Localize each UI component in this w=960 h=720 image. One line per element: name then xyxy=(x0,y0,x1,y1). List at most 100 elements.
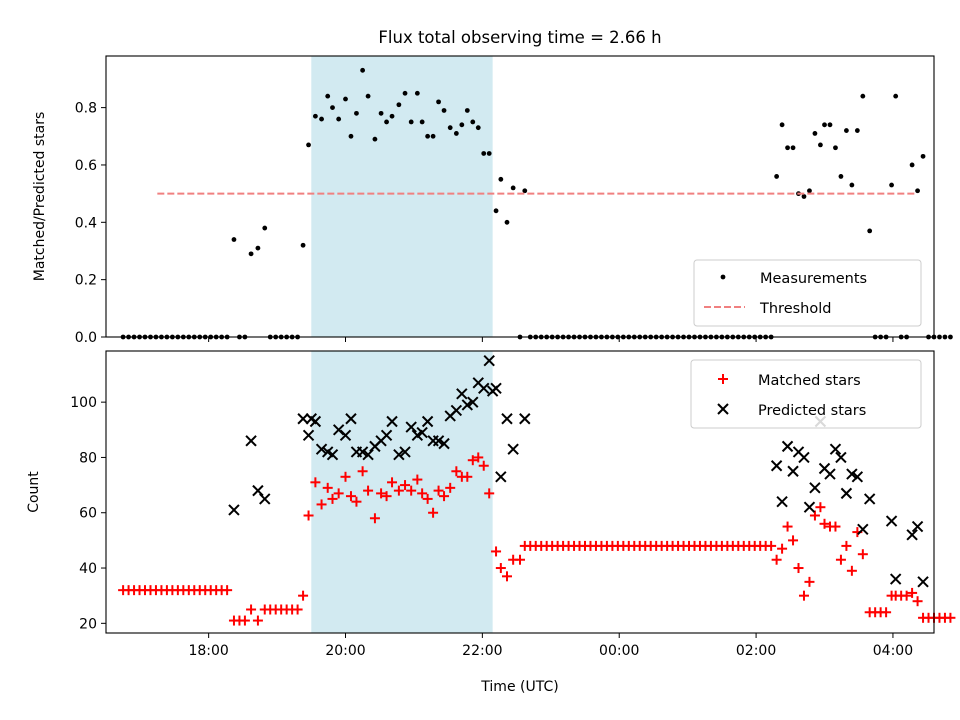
measurement-point xyxy=(447,125,453,131)
matched-point xyxy=(788,535,799,546)
matched-point xyxy=(400,480,411,491)
measurement-point xyxy=(510,185,516,191)
measurement-point xyxy=(430,133,436,139)
matched-point xyxy=(222,585,233,596)
legend-predicted-label: Predicted stars xyxy=(758,403,866,419)
matched-point xyxy=(809,510,820,521)
matched-point xyxy=(412,474,423,485)
matched-point xyxy=(798,590,809,601)
predicted-point xyxy=(421,415,434,428)
measurement-point xyxy=(231,237,237,242)
measurement-point xyxy=(498,176,504,182)
figure-title: Flux total observing time = 2.66 h xyxy=(378,28,661,47)
measurement-point xyxy=(860,93,866,99)
count-plot-frame xyxy=(105,350,935,634)
measurement-point xyxy=(436,99,441,105)
predicted-point xyxy=(380,429,393,442)
matched-point xyxy=(351,496,362,507)
predicted-point xyxy=(776,495,788,508)
ratio-plot-frame xyxy=(105,55,935,338)
predicted-point xyxy=(906,529,918,541)
predicted-point xyxy=(302,429,315,442)
predicted-point xyxy=(501,413,513,425)
ratio-y-ticks: 0.0 0.2 0.4 0.6 0.8 xyxy=(75,101,106,346)
measurement-point xyxy=(360,67,366,73)
matched-point xyxy=(239,615,250,626)
predicted-point xyxy=(840,487,853,500)
matched-point xyxy=(819,518,830,529)
measurement-point xyxy=(348,133,354,139)
count-panel: 20 40 60 80 100 18:00 20:00 22:00 00:00 02:00 04:… xyxy=(26,350,956,695)
predicted-point xyxy=(245,435,257,447)
measurement-point xyxy=(343,96,348,102)
matched-point xyxy=(793,563,804,574)
measurement-point xyxy=(262,225,268,231)
y-tick-label: 0.8 xyxy=(75,101,97,117)
legend-measurements-marker xyxy=(720,274,726,280)
legend-matched-marker xyxy=(718,374,728,384)
measurement-point xyxy=(909,162,915,168)
predicted-point xyxy=(356,446,369,458)
predicted-point xyxy=(432,435,445,447)
measurement-point xyxy=(306,142,311,148)
matched-point xyxy=(417,488,428,499)
measurement-point xyxy=(822,122,827,128)
matched-point xyxy=(467,455,478,466)
matched-point xyxy=(333,488,344,499)
measurement-point xyxy=(389,113,395,119)
predicted-point xyxy=(483,354,495,367)
y-tick-label: 0.4 xyxy=(75,215,97,231)
matched-point xyxy=(445,482,456,493)
matched-point xyxy=(387,477,398,488)
measurement-point xyxy=(827,122,833,128)
matched-point xyxy=(310,477,321,488)
measurement-point xyxy=(378,110,384,116)
measurement-point xyxy=(319,116,324,122)
measurement-point xyxy=(801,194,807,199)
matched-point xyxy=(462,471,473,482)
matched-point xyxy=(316,499,327,510)
matched-point xyxy=(433,485,444,496)
measurement-point xyxy=(464,108,470,113)
predicted-point xyxy=(846,468,858,480)
matched-point xyxy=(766,540,777,551)
predicted-point xyxy=(467,396,479,408)
y-tick-label: 0.0 xyxy=(75,330,97,346)
measurement-point xyxy=(248,251,254,257)
predicted-point xyxy=(416,426,428,439)
predicted-point xyxy=(456,388,468,400)
ratio-legend: Measurements Threshold xyxy=(693,259,922,327)
count-x-ticks: 18:00 20:00 22:00 00:00 02:00 04:00 xyxy=(188,633,913,659)
predicted-point xyxy=(889,573,902,585)
predicted-point xyxy=(835,451,847,464)
ratio-x-ticks xyxy=(208,337,894,342)
predicted-point xyxy=(851,471,864,483)
matched-point xyxy=(501,571,512,582)
matched-point xyxy=(327,493,338,504)
predicted-point xyxy=(297,413,309,425)
y-tick-label: 40 xyxy=(79,561,97,577)
measurement-point xyxy=(255,245,261,251)
predicted-point xyxy=(770,460,783,472)
predicted-point xyxy=(345,413,357,425)
y-tick-label: 0.6 xyxy=(75,158,97,174)
legend-matched-label: Matched stars xyxy=(758,373,861,389)
matched-point xyxy=(340,471,351,482)
matched-point xyxy=(252,615,263,626)
predicted-point xyxy=(781,440,794,453)
matched-point xyxy=(357,466,368,477)
measurement-point xyxy=(942,334,948,340)
measurement-point xyxy=(312,113,318,119)
matched-point xyxy=(907,587,918,598)
matched-point xyxy=(515,554,525,565)
measurement-point xyxy=(396,102,402,108)
matched-point xyxy=(363,485,374,496)
measurement-point xyxy=(300,242,306,248)
x-tick-label: 04:00 xyxy=(873,643,913,659)
observing-window-band xyxy=(311,56,493,337)
predicted-point xyxy=(787,465,799,477)
matched-point xyxy=(451,466,462,477)
measurement-point xyxy=(818,142,823,148)
x-tick-label: 00:00 xyxy=(599,643,639,659)
